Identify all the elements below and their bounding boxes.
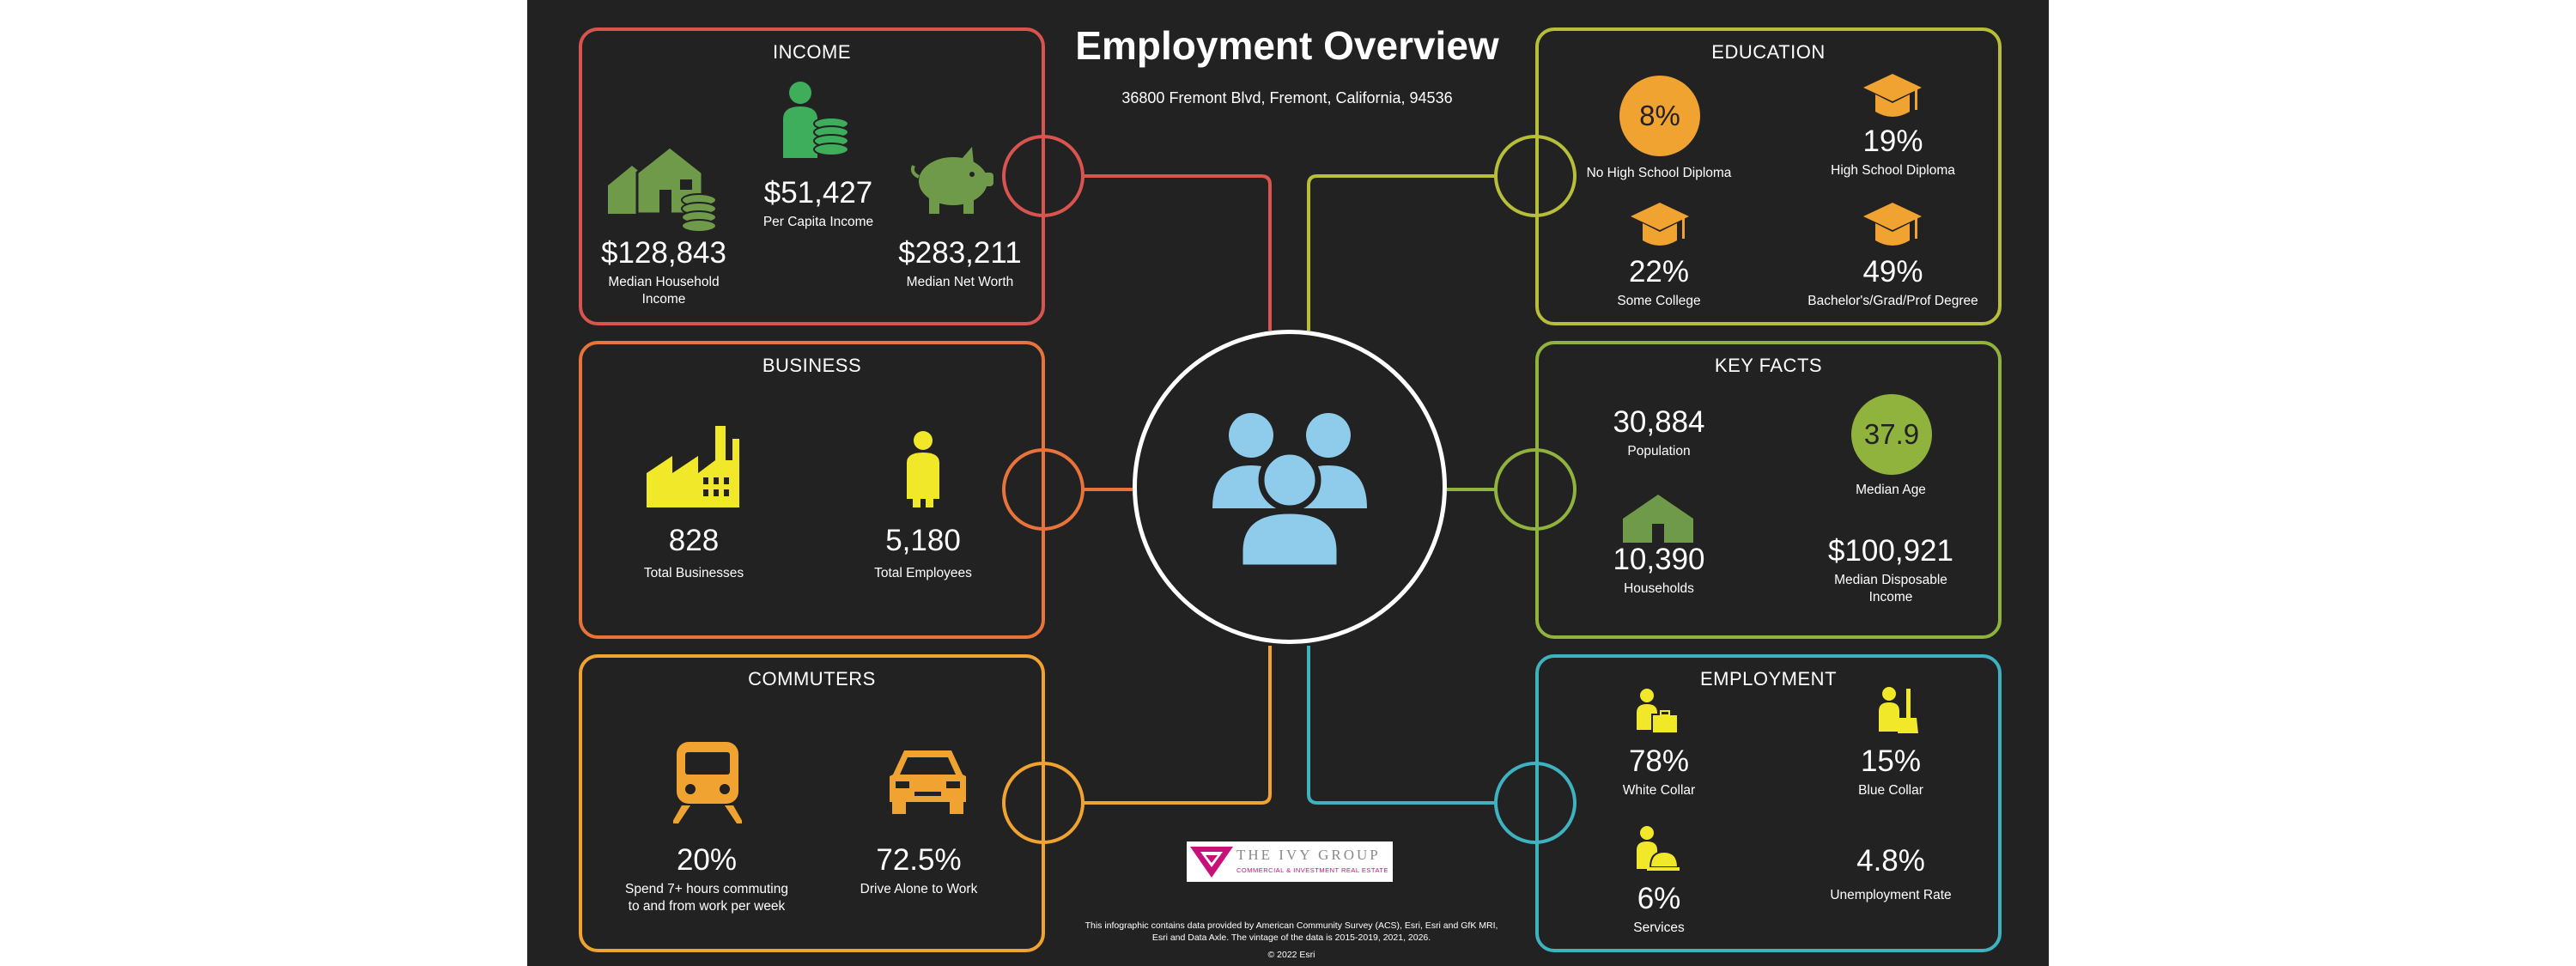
median-net-worth-value: $283,211 bbox=[898, 236, 1022, 270]
piggy-bank-icon bbox=[910, 147, 993, 214]
households-value: 10,390 bbox=[1613, 543, 1705, 576]
total-businesses-value: 828 bbox=[668, 524, 720, 557]
graduation-cap-icon bbox=[1631, 203, 1689, 246]
drive-alone-label: Drive Alone to Work bbox=[860, 881, 978, 896]
unemployment: 4.8% Unemployment Rate bbox=[1814, 844, 1968, 904]
total-employees-label: Total Employees bbox=[874, 565, 972, 580]
service-worker-icon bbox=[1637, 826, 1680, 871]
per-capita-income: $51,427 Per Capita Income bbox=[741, 176, 896, 231]
total-employees: 5,180 Total Employees bbox=[846, 524, 1000, 582]
high-school: 19% High School Diploma bbox=[1814, 125, 1972, 179]
population-value: 30,884 bbox=[1613, 405, 1705, 439]
education-panel: EDUCATION 8% No High School Diploma 19% … bbox=[1535, 27, 2002, 325]
page-title: Employment Overview bbox=[1075, 23, 1499, 68]
bachelors-plus-label: Bachelor's/Grad/Prof Degree bbox=[1807, 293, 1978, 308]
person-icon bbox=[907, 431, 939, 507]
connector-education bbox=[1307, 174, 1496, 331]
total-businesses: 828 Total Businesses bbox=[617, 524, 771, 582]
median-household-income: $128,843 Median Household Income bbox=[586, 236, 741, 308]
employment-panel: EMPLOYMENT 78% White Collar 15% Blue Col… bbox=[1535, 654, 2002, 952]
business-title: BUSINESS bbox=[762, 355, 862, 376]
no-high-school-badge: 8% bbox=[1619, 76, 1700, 156]
services-label: Services bbox=[1633, 920, 1685, 935]
some-college: 22% Some College bbox=[1582, 255, 1736, 310]
center-ring bbox=[1133, 330, 1447, 644]
education-title: EDUCATION bbox=[1711, 41, 1826, 63]
households-label: Households bbox=[1624, 580, 1694, 596]
unemployment-label: Unemployment Rate bbox=[1830, 887, 1952, 902]
drive-alone: 72.5% Drive Alone to Work bbox=[833, 843, 1005, 898]
bachelors-plus: 49% Bachelor's/Grad/Prof Degree bbox=[1796, 255, 1990, 310]
long-commute-label: Spend 7+ hours commuting to and from wor… bbox=[625, 881, 788, 914]
no-high-school-label: No High School Diploma bbox=[1586, 166, 1732, 180]
no-high-school: No High School Diploma bbox=[1582, 161, 1736, 182]
per-capita-income-label: Per Capita Income bbox=[762, 214, 874, 229]
income-title: INCOME bbox=[773, 41, 851, 63]
key-facts-panel: KEY FACTS 30,884 Population 37.9 Median … bbox=[1535, 341, 2002, 639]
median-age: Median Age bbox=[1814, 478, 1968, 499]
income-panel: INCOME $128,843 Median Household Income … bbox=[579, 27, 1045, 325]
drive-alone-value: 72.5% bbox=[876, 843, 962, 877]
commuters-panel: COMMUTERS 20% Spend 7+ hours commuting t… bbox=[579, 654, 1045, 952]
households: 10,390 Households bbox=[1582, 543, 1736, 598]
business-panel: BUSINESS 828 Total Businesses 5,180 Tota… bbox=[579, 341, 1045, 639]
some-college-label: Some College bbox=[1617, 293, 1701, 308]
median-age-label: Median Age bbox=[1856, 483, 1926, 497]
copyright: © 2022 Esri bbox=[1267, 950, 1315, 960]
population-label: Population bbox=[1627, 443, 1691, 459]
key-facts-title: KEY FACTS bbox=[1714, 355, 1823, 376]
people-group-icon bbox=[1212, 413, 1367, 571]
connector-commuters bbox=[1083, 646, 1272, 805]
car-icon bbox=[890, 750, 966, 814]
median-net-worth: $283,211 Median Net Worth bbox=[883, 236, 1037, 291]
population: 30,884 Population bbox=[1582, 405, 1736, 460]
total-employees-value: 5,180 bbox=[885, 524, 961, 557]
white-collar-label: White Collar bbox=[1622, 782, 1696, 798]
high-school-label: High School Diploma bbox=[1831, 162, 1955, 178]
long-commute: 20% Spend 7+ hours commuting to and from… bbox=[586, 843, 827, 915]
median-disposable-income-value: $100,921 bbox=[1828, 534, 1953, 568]
laborer-icon bbox=[1879, 687, 1918, 733]
blue-collar: 15% Blue Collar bbox=[1814, 744, 1968, 799]
total-businesses-label: Total Businesses bbox=[643, 565, 744, 580]
employment-title: EMPLOYMENT bbox=[1699, 668, 1838, 690]
blue-collar-value: 15% bbox=[1860, 744, 1922, 778]
median-household-income-label: Median Household Income bbox=[608, 274, 720, 307]
median-disposable-income: $100,921 Median Disposable Income bbox=[1814, 534, 1968, 606]
logo-name: THE IVY GROUP bbox=[1236, 847, 1381, 863]
office-worker-icon bbox=[1637, 689, 1679, 734]
person-coins-icon bbox=[783, 82, 849, 158]
house-coins-icon bbox=[608, 147, 717, 233]
services: 6% Services bbox=[1582, 882, 1736, 937]
long-commute-value: 20% bbox=[676, 843, 738, 877]
data-disclaimer: This infographic contains data provided … bbox=[1084, 920, 1498, 943]
per-capita-income-value: $51,427 bbox=[763, 176, 873, 210]
some-college-value: 22% bbox=[1628, 255, 1690, 289]
median-household-income-value: $128,843 bbox=[601, 236, 726, 270]
connector-employment bbox=[1307, 646, 1496, 805]
ivy-group-logo: THE IVY GROUP COMMERCIAL & INVESTMENT RE… bbox=[1187, 841, 1393, 882]
logo-mark-icon bbox=[1190, 847, 1233, 878]
logo-tagline: COMMERCIAL & INVESTMENT REAL ESTATE bbox=[1236, 866, 1388, 874]
median-net-worth-label: Median Net Worth bbox=[906, 274, 1014, 289]
train-icon bbox=[673, 742, 742, 823]
high-school-value: 19% bbox=[1862, 125, 1923, 158]
bachelors-plus-value: 49% bbox=[1862, 255, 1923, 289]
white-collar: 78% White Collar bbox=[1582, 744, 1736, 799]
house-icon bbox=[1623, 495, 1693, 543]
graduation-cap-icon bbox=[1863, 74, 1922, 117]
commuters-title: COMMUTERS bbox=[748, 668, 876, 690]
factory-icon bbox=[647, 426, 739, 507]
services-value: 6% bbox=[1637, 882, 1681, 915]
connector-income bbox=[1083, 174, 1272, 331]
blue-collar-label: Blue Collar bbox=[1858, 782, 1923, 798]
white-collar-value: 78% bbox=[1628, 744, 1690, 778]
median-disposable-income-label: Median Disposable Income bbox=[1834, 572, 1947, 605]
infographic-poster: Employment Overview 36800 Fremont Blvd, … bbox=[527, 0, 2049, 966]
graduation-cap-icon bbox=[1863, 203, 1922, 246]
address: 36800 Fremont Blvd, Fremont, California,… bbox=[1121, 89, 1453, 106]
unemployment-value: 4.8% bbox=[1856, 844, 1925, 878]
median-age-badge: 37.9 bbox=[1851, 394, 1932, 475]
